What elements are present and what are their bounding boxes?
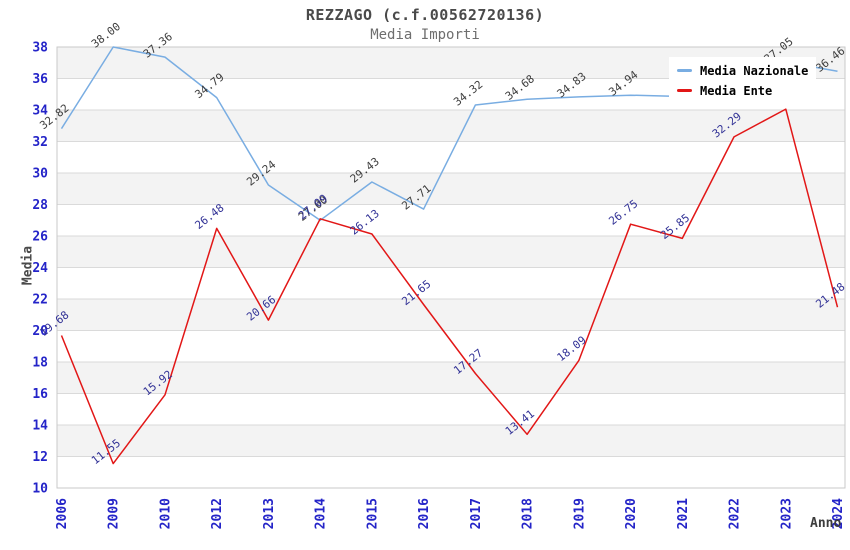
y-tick-label: 18 [32, 356, 48, 371]
x-tick-label: 2019 [572, 498, 587, 529]
y-tick-label: 20 [32, 324, 48, 339]
point-label: 26.13 [348, 207, 382, 238]
legend-label: Media Nazionale [700, 63, 809, 78]
plot-border [56, 46, 846, 489]
x-tick-label: 2014 [314, 498, 329, 529]
x-tick-label: 2023 [779, 498, 794, 529]
point-label: 26.48 [192, 201, 226, 232]
legend-item-media-ente: Media Ente [677, 83, 808, 98]
plot-band [57, 236, 845, 268]
x-tick-label: 2013 [262, 498, 277, 529]
y-tick-label: 16 [32, 387, 48, 402]
x-tick-label: 2024 [831, 498, 846, 529]
legend-item-media-nazionale: Media Nazionale [677, 63, 808, 78]
y-tick-label: 10 [32, 482, 48, 497]
x-tick-label: 2021 [676, 498, 691, 529]
x-tick-label: 2020 [624, 498, 639, 529]
y-tick-label: 38 [32, 41, 48, 56]
x-tick-label: 2022 [728, 498, 743, 529]
y-tick-label: 34 [32, 104, 48, 119]
plot-band [57, 173, 845, 205]
x-tick-label: 2017 [469, 498, 484, 529]
point-label: 38.00 [89, 20, 123, 51]
media-ente-line-swatch-icon [677, 89, 692, 92]
y-tick-label: 28 [32, 198, 48, 213]
media-nazionale-line-swatch-icon [677, 69, 692, 72]
x-tick-label: 2009 [107, 498, 122, 529]
y-tick-label: 22 [32, 293, 48, 308]
x-tick-label: 2012 [210, 498, 225, 529]
plot-band [57, 362, 845, 394]
y-tick-label: 36 [32, 72, 48, 87]
legend-label: Media Ente [700, 83, 773, 98]
y-tick-label: 12 [32, 450, 48, 465]
y-tick-label: 32 [32, 135, 48, 150]
y-tick-label: 24 [32, 261, 48, 276]
y-tick-label: 14 [32, 419, 48, 434]
plot-band [57, 299, 845, 331]
x-axis-title: Anno [810, 516, 842, 531]
x-tick-label: 2018 [521, 498, 536, 529]
y-tick-label: 26 [32, 230, 48, 245]
y-tick-label: 30 [32, 167, 48, 182]
series-line-media-ente [60, 108, 839, 465]
legend: Media Nazionale Media Ente [669, 57, 817, 104]
x-tick-label: 2016 [417, 498, 432, 529]
chart-title: REZZAGO (c.f.00562720136) [305, 6, 545, 24]
plot-band [57, 110, 845, 142]
x-tick-label: 2010 [159, 498, 174, 529]
chart-subtitle: Media Importi [370, 27, 480, 43]
plot-band [57, 425, 845, 457]
x-tick-label: 2015 [365, 498, 380, 529]
y-axis-title: Media [20, 245, 36, 286]
x-tick-label: 2006 [55, 498, 70, 529]
